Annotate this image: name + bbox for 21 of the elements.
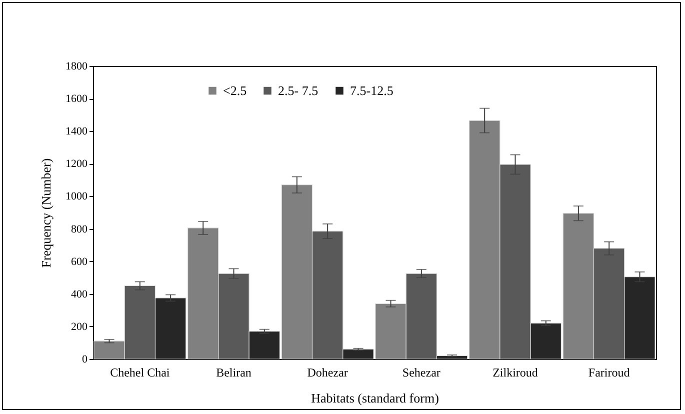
legend-label: 2.5- 7.5 xyxy=(278,82,318,98)
y-tick-label: 200 xyxy=(71,320,88,333)
y-tick-label: 1600 xyxy=(66,93,88,106)
x-tick-label: Fariroud xyxy=(588,366,630,380)
legend-label: 7.5-12.5 xyxy=(350,82,394,98)
x-tick-label: Beliran xyxy=(216,366,252,380)
y-axis-title: Frequency (Number) xyxy=(38,158,54,268)
x-tick-label: Sehezar xyxy=(402,366,440,380)
y-tick-label: 800 xyxy=(71,223,88,236)
y-tick-label: 600 xyxy=(71,256,88,268)
y-tick-label: 1200 xyxy=(66,158,88,170)
legend-label: <2.5 xyxy=(223,82,247,98)
y-tick-label: 1400 xyxy=(66,126,88,138)
y-tick-label: 1000 xyxy=(66,190,88,203)
y-tick-label: 1800 xyxy=(66,60,88,72)
y-tick-label: 400 xyxy=(71,288,88,300)
x-tick-label: Zilkiroud xyxy=(492,366,538,380)
x-tick-label: Chehel Chai xyxy=(110,366,170,380)
y-tick-label: 0 xyxy=(82,354,88,366)
x-axis-title: Habitats (standard form) xyxy=(311,390,439,406)
x-tick-label: Dohezar xyxy=(307,366,348,380)
